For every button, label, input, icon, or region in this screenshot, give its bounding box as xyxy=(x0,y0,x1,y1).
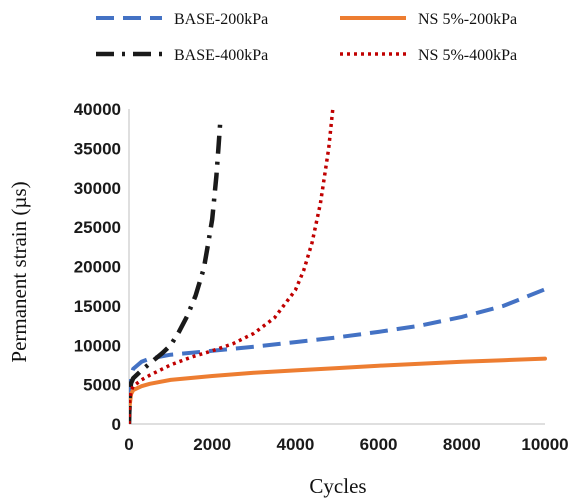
x-tick-label: 4000 xyxy=(276,435,314,454)
legend-item: NS 5%-200kPa xyxy=(340,11,517,28)
x-tick-label: 8000 xyxy=(443,435,481,454)
y-tick-label: 5000 xyxy=(83,376,121,395)
legend-item: NS 5%-400kPa xyxy=(340,47,517,64)
y-tick-label: 10000 xyxy=(74,336,121,355)
series-line-0 xyxy=(129,287,546,424)
legend-label: NS 5%-200kPa xyxy=(418,11,517,28)
legend-label: BASE-400kPa xyxy=(174,47,268,64)
x-tick-label: 2000 xyxy=(193,435,231,454)
y-tick-label: 20000 xyxy=(74,258,121,277)
legend-label: BASE-200kPa xyxy=(174,11,268,28)
legend-item: BASE-200kPa xyxy=(96,11,268,28)
y-axis: 0 5000 10000 15000 20000 25000 30000 35000 40000 xyxy=(74,100,130,434)
y-axis-label: Permanent strain (µs) xyxy=(7,181,31,362)
plot-area xyxy=(129,108,547,424)
series-line-2 xyxy=(129,118,223,424)
x-axis: 0 2000 4000 6000 8000 10000 xyxy=(124,423,569,454)
x-axis-label: Cycles xyxy=(309,474,366,498)
y-tick-label: 15000 xyxy=(74,297,121,316)
y-tick-label: 40000 xyxy=(74,100,121,119)
series-line-3 xyxy=(129,108,335,424)
legend-label: NS 5%-400kPa xyxy=(418,47,517,64)
x-tick-label: 0 xyxy=(124,435,133,454)
y-tick-label: 30000 xyxy=(74,179,121,198)
y-tick-label: 25000 xyxy=(74,218,121,237)
legend-item: BASE-400kPa xyxy=(96,47,268,64)
series-line-1 xyxy=(129,356,547,424)
y-tick-label: 0 xyxy=(112,415,121,434)
y-tick-label: 35000 xyxy=(74,139,121,158)
chart-legend: BASE-200kPa NS 5%-200kPa BASE-400kPa NS 5%-… xyxy=(96,11,517,64)
x-tick-label: 6000 xyxy=(360,435,398,454)
x-tick-label: 10000 xyxy=(521,435,568,454)
